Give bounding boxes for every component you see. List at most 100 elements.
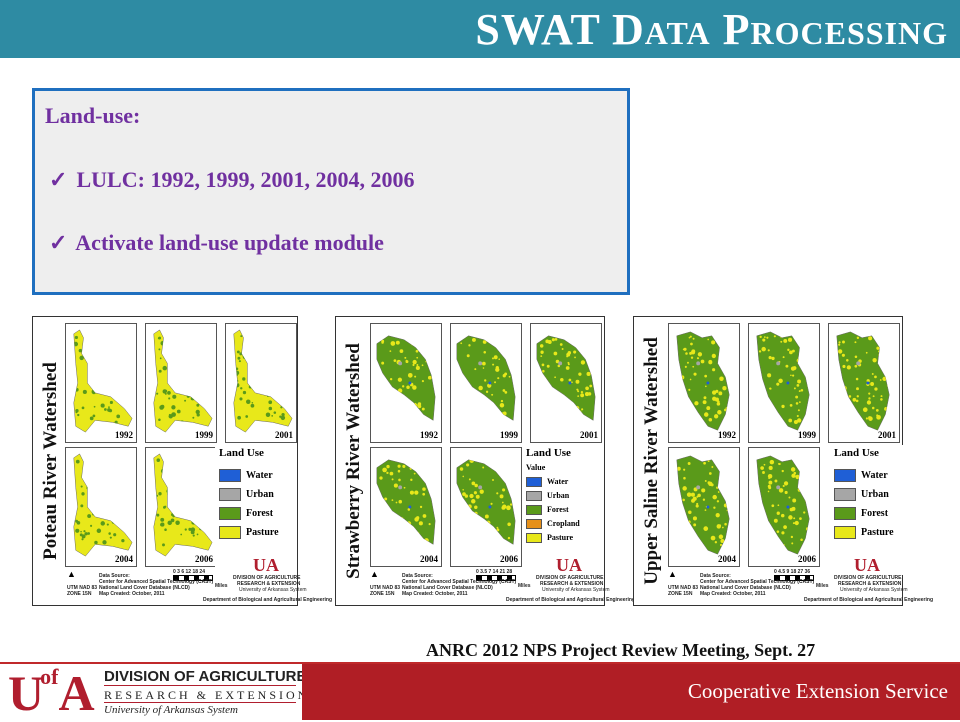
projection-text: UTM NAD 83 ZONE 15N: [67, 585, 98, 597]
north-arrow-icon: ▲: [668, 569, 677, 579]
land-use-map-1992: 1992: [668, 323, 740, 443]
data-source-line: Map Created: October, 2011: [99, 591, 165, 597]
land-use-map-2001: 2001: [225, 323, 297, 443]
scale-unit: Miles: [816, 583, 829, 589]
legend-item-forest: Forest: [219, 507, 273, 520]
land-use-map-1992: 1992: [65, 323, 137, 443]
legend-title: Land Use: [526, 447, 571, 459]
land-use-map-1992: 1992: [370, 323, 442, 443]
data-source-line: Data Source:: [402, 573, 433, 579]
strawberry-watershed-panel: Strawberry River Watershed 1992 1999 200…: [335, 316, 635, 606]
land-use-heading: Land-use:: [45, 103, 141, 128]
map-year-label: 2004: [115, 554, 133, 564]
division-sys-text: University of Arkansas System: [542, 587, 610, 593]
checkmark-icon: ✓: [49, 167, 68, 192]
map-year-label: 1999: [195, 430, 213, 440]
legend-swatch: [219, 469, 241, 482]
data-source-line: National Land Cover Database (NLCD): [99, 585, 190, 591]
land-use-legend: Land Use Value Water Urban Forest Cropland Pas…: [522, 445, 602, 575]
legend-swatch: [834, 469, 856, 482]
legend-item-pasture: Pasture: [219, 526, 279, 539]
ua-small-logo: UA: [556, 555, 582, 575]
division-sys-text: University of Arkansas System: [840, 587, 908, 593]
legend-label: Water: [246, 469, 273, 481]
map-year-label: 2001: [275, 430, 293, 440]
footer-divider: [0, 662, 960, 664]
scale-unit: Miles: [215, 583, 228, 589]
map-year-label: 2006: [195, 554, 213, 564]
legend-item-cropland: Cropland: [526, 519, 580, 530]
watershed-title: Upper Saline River Watershed: [641, 337, 662, 585]
scale-ticks: 0 4.5 9 18 27 36: [774, 569, 811, 575]
bullet-text: LULC: 1992, 1999, 2001, 2004, 2006: [76, 167, 415, 192]
legend-label: Forest: [547, 505, 569, 514]
scale-bar: [476, 575, 516, 581]
division-sub-text: RESEARCH & EXTENSION: [540, 581, 604, 587]
legend-label: Cropland: [547, 519, 580, 528]
data-source-line: Data Source:: [99, 573, 130, 579]
legend-item-water: Water: [219, 469, 273, 482]
map-year-label: 1992: [420, 430, 438, 440]
legend-swatch: [834, 526, 856, 539]
legend-item-pasture: Pasture: [526, 533, 574, 544]
legend-title: Land Use: [834, 447, 879, 459]
legend-swatch: [526, 519, 542, 530]
dept-text: Department of Biological and Agricultura…: [804, 597, 933, 603]
ua-logo-mark: UofA: [8, 664, 95, 721]
bullet-text: Activate land-use update module: [75, 230, 384, 255]
legend-swatch: [526, 477, 542, 488]
division-sub-text: RESEARCH & EXTENSION: [237, 581, 301, 587]
map-year-label: 2004: [718, 554, 736, 564]
checkmark-icon: ✓: [49, 230, 68, 255]
land-use-legend: Land Use Water Urban Forest Pasture: [215, 445, 295, 575]
legend-label: Urban: [246, 488, 274, 500]
watershed-title: Strawberry River Watershed: [343, 343, 364, 579]
legend-item-urban: Urban: [834, 488, 889, 501]
logo-system-text: University of Arkansas System: [104, 704, 238, 716]
land-use-map-2004: 2004: [668, 447, 740, 567]
map-year-label: 2006: [798, 554, 816, 564]
ua-division-logo: UofA DIVISION OF AGRICULTURE RESEARCH & …: [0, 664, 307, 721]
land-use-map-1999: 1999: [748, 323, 820, 443]
land-use-map-2001: 2001: [828, 323, 900, 443]
scale-ticks: 0 3.5 7 14 21 28: [476, 569, 513, 575]
page-title: SWAT DATA PROCESSING: [475, 5, 948, 54]
land-use-map-2006: 2006: [748, 447, 820, 567]
ua-small-logo: UA: [253, 555, 279, 575]
legend-value-label: Value: [526, 463, 546, 472]
map-year-label: 2001: [580, 430, 598, 440]
legend-label: Water: [547, 477, 569, 486]
logo-rule: [104, 685, 296, 686]
poteau-watershed-panel: Poteau River Watershed 1992 1999 2001 20…: [32, 316, 332, 606]
land-use-map-2006: 2006: [450, 447, 522, 567]
legend-swatch: [219, 507, 241, 520]
watershed-title: Poteau River Watershed: [40, 362, 61, 560]
legend-label: Pasture: [246, 526, 279, 538]
division-sub-text: RESEARCH & EXTENSION: [838, 581, 902, 587]
land-use-map-2006: 2006: [145, 447, 217, 567]
scale-bar: [173, 575, 213, 581]
legend-item-urban: Urban: [219, 488, 274, 501]
dept-text: Department of Biological and Agricultura…: [203, 597, 332, 603]
land-use-legend: Land Use Water Urban Forest Pasture: [830, 445, 910, 575]
map-year-label: 1992: [718, 430, 736, 440]
data-source-line: Map Created: October, 2011: [700, 591, 766, 597]
legend-swatch: [834, 488, 856, 501]
legend-swatch: [834, 507, 856, 520]
legend-label: Forest: [861, 507, 889, 519]
division-sys-text: University of Arkansas System: [239, 587, 307, 593]
meeting-caption: ANRC 2012 NPS Project Review Meeting, Se…: [426, 640, 816, 660]
logo-division-text: DIVISION OF AGRICULTURE: [104, 668, 307, 685]
land-use-map-2004: 2004: [370, 447, 442, 567]
bullet-update-module: ✓ Activate land-use update module: [49, 230, 384, 256]
header-bar: SWAT DATA PROCESSING: [0, 0, 960, 58]
legend-item-water: Water: [526, 477, 569, 488]
map-year-label: 1992: [115, 430, 133, 440]
legend-item-urban: Urban: [526, 491, 569, 502]
legend-item-water: Water: [834, 469, 888, 482]
data-source-line: National Land Cover Database (NLCD): [700, 585, 791, 591]
dept-text: Department of Biological and Agricultura…: [506, 597, 635, 603]
legend-label: Pasture: [547, 533, 574, 542]
land-use-map-1999: 1999: [450, 323, 522, 443]
footer-service-text: Cooperative Extension Service: [687, 679, 948, 703]
